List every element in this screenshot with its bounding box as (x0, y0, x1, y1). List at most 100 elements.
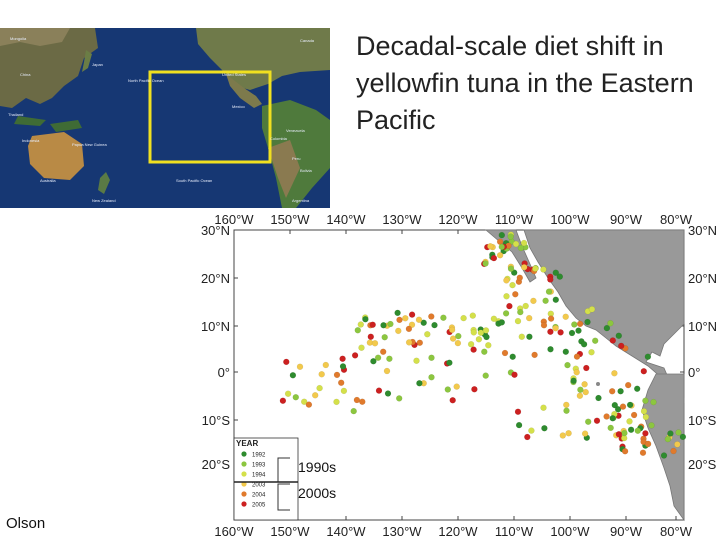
sample-point (634, 427, 641, 435)
sample-point (371, 340, 379, 347)
sample-point (387, 320, 394, 328)
lon-label-top: 130°W (382, 212, 422, 227)
lon-label-top: 110°W (495, 212, 534, 227)
sample-point (351, 352, 359, 359)
sample-point (383, 367, 391, 375)
lon-label-bottom: 140°W (326, 524, 366, 539)
sample-point (475, 336, 483, 343)
sample-point (540, 266, 547, 273)
sample-point (339, 355, 346, 363)
sample-point (446, 359, 453, 367)
sample-point (644, 353, 652, 360)
sample-point (526, 314, 533, 322)
sample-point (565, 429, 572, 437)
sample-point (453, 383, 460, 390)
sample-point (370, 357, 377, 365)
lon-label-bottom: 90°W (610, 524, 643, 539)
sample-point (530, 297, 537, 305)
newzealand-landmass (98, 172, 110, 194)
sample-point (619, 403, 627, 410)
sample-point (469, 312, 476, 319)
sample-point (521, 264, 528, 271)
sample-point (667, 430, 674, 437)
sample-point (611, 401, 618, 409)
sample-point (630, 411, 638, 419)
sample-point (552, 269, 559, 276)
lon-label-top: 90°W (610, 212, 643, 227)
sample-point (498, 243, 505, 251)
sample-point (440, 314, 447, 321)
globe-place-label: North Pacific Ocean (128, 78, 164, 83)
sample-point (482, 327, 490, 334)
globe-place-label: Japan (92, 62, 103, 67)
legend-title: YEAR (236, 439, 258, 448)
png-landmass (50, 120, 82, 132)
sample-point (415, 316, 423, 324)
sample-point (340, 387, 348, 395)
sample-point (573, 369, 580, 376)
sample-point (405, 339, 413, 346)
lon-label-top: 160°W (214, 212, 254, 227)
sample-point (496, 252, 504, 259)
sample-point (563, 401, 570, 409)
lon-label-bottom: 160°W (214, 524, 254, 539)
lat-label-right: 20°N (688, 271, 717, 286)
sample-point (509, 281, 516, 289)
sample-point (640, 367, 647, 375)
sample-point (664, 435, 672, 443)
sample-point (627, 426, 635, 434)
sample-point (615, 431, 623, 438)
legend-year: 1993 (252, 463, 266, 469)
sample-point (428, 374, 435, 381)
sample-point (311, 392, 319, 399)
sample-point (552, 296, 559, 303)
lon-label-top: 80°W (660, 212, 693, 227)
sample-point (526, 333, 533, 341)
sample-point (482, 372, 489, 379)
sample-point (640, 407, 648, 415)
sample-point (358, 344, 365, 351)
label-2000s: 2000s (298, 485, 337, 501)
sample-point (583, 364, 590, 372)
sample-point (584, 318, 591, 326)
sample-point (318, 371, 325, 378)
globe-place-label: Australia (40, 178, 56, 183)
lon-label-bottom: 120°W (438, 524, 478, 539)
lat-label-left: 20°S (202, 457, 231, 472)
sample-point (477, 329, 485, 336)
sample-point (650, 398, 657, 406)
sample-point (455, 332, 462, 340)
lon-label-top: 140°W (326, 212, 366, 227)
sample-point (498, 231, 505, 239)
sample-point (545, 288, 553, 295)
sample-point (396, 316, 403, 324)
sample-point (642, 397, 649, 404)
sampling-map: 160°W 160°W 150°W 150°W 140°W 140°W 130°W 130°W… (186, 206, 720, 540)
sample-point (541, 424, 548, 432)
sample-point (621, 429, 628, 437)
sample-point (381, 333, 388, 341)
sample-point (485, 342, 492, 349)
sample-point (625, 381, 632, 389)
sample-point (384, 390, 392, 397)
globe-place-label: Canada (300, 38, 315, 43)
map-svg: 160°W 160°W 150°W 150°W 140°W 140°W 130°W 130°W… (201, 212, 717, 539)
sample-point (626, 418, 633, 425)
sample-point (603, 324, 611, 332)
sample-point (562, 313, 569, 321)
sample-point (490, 254, 498, 262)
sample-point (617, 387, 624, 395)
sample-point (585, 418, 592, 425)
sample-point (386, 355, 393, 363)
globe-place-label: Argentina (292, 198, 310, 203)
sample-point (333, 398, 340, 406)
sample-point (337, 379, 345, 387)
sample-point (367, 333, 375, 341)
sample-point (556, 273, 563, 280)
sample-point (621, 447, 629, 455)
globe-place-label: Mongolia (10, 36, 27, 41)
lat-label-right: 10°N (688, 319, 717, 334)
globe-place-label: China (20, 72, 31, 77)
sample-point (674, 441, 681, 448)
sample-point (362, 315, 369, 323)
